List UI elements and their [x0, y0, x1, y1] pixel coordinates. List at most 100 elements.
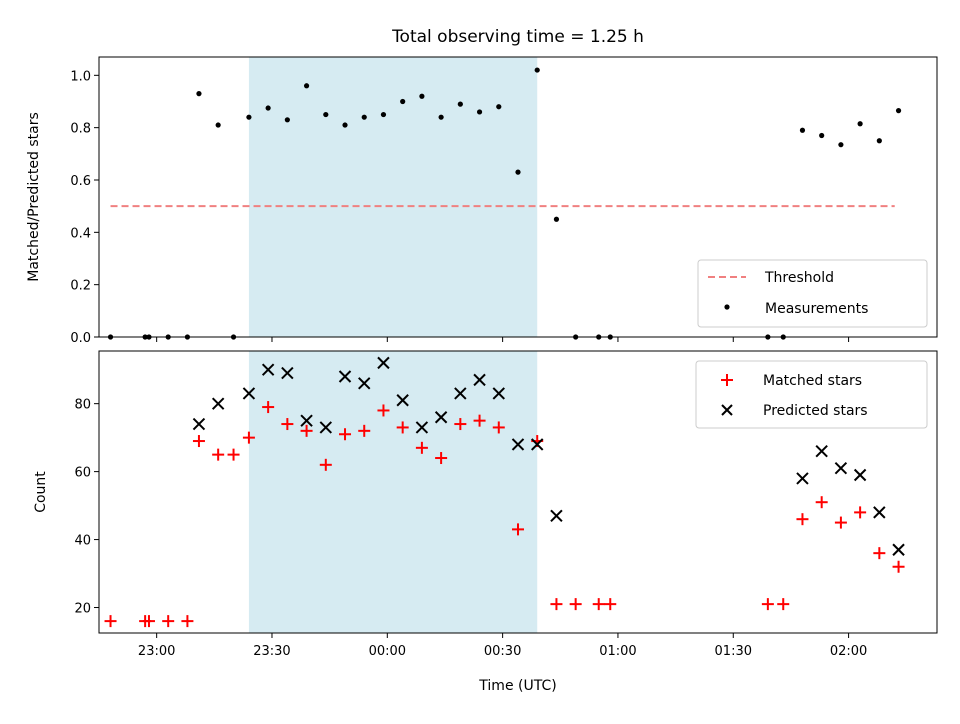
legend-predicted-swatch [721, 404, 733, 416]
predicted-star-point [892, 543, 905, 556]
top-panel: 0.0 0.2 0.4 0.6 0.8 1.0 Matched/Predicted sta… [26, 56, 938, 346]
measurement-point [496, 104, 502, 110]
x-tick-label: 23:30 [253, 644, 290, 659]
predicted-star-point [473, 373, 486, 387]
legend-matched-swatch [721, 374, 733, 386]
predicted-star-point [415, 421, 429, 434]
matched-star-point [834, 516, 847, 529]
measurement-point [876, 138, 882, 144]
matched-star-point [262, 401, 275, 414]
top-y-tick-label: 0.6 [70, 174, 91, 189]
matched-star-point [162, 615, 175, 628]
x-tick-label: 01:30 [715, 644, 752, 659]
matched-star-point [358, 424, 371, 437]
top-legend: Threshold Measurements [697, 259, 928, 328]
measurement-point [534, 67, 540, 73]
predicted-star-point [531, 438, 544, 451]
top-y-axis-label: Matched/Predicted stars [26, 112, 42, 282]
x-tick-label: 23:00 [138, 644, 175, 659]
measurement-point [553, 216, 560, 222]
measurement-point [438, 114, 444, 120]
matched-star-point [892, 560, 905, 573]
matched-star-point [512, 523, 524, 536]
bottom-y-tick-label: 80 [74, 398, 91, 413]
predicted-star-point [338, 370, 352, 383]
predicted-star-point [261, 363, 275, 376]
measurement-point [196, 91, 202, 97]
predicted-star-point [211, 397, 225, 410]
predicted-star-point [281, 366, 294, 380]
measurement-point [895, 108, 902, 114]
matched-star-point [142, 615, 155, 628]
matched-star-point [192, 435, 205, 448]
top-y-tick-label: 1.0 [70, 69, 91, 84]
predicted-star-point [192, 417, 206, 431]
matched-star-point [873, 547, 886, 560]
predicted-star-point [550, 509, 563, 522]
matched-star-point [319, 458, 332, 471]
predicted-star-point [796, 472, 809, 485]
matched-star-point [104, 615, 117, 628]
top-y-tick-label: 0.8 [70, 122, 91, 137]
matched-star-point [473, 414, 486, 427]
matched-star-point [242, 431, 255, 444]
top-legend-box [697, 259, 928, 328]
matched-star-point [212, 448, 225, 461]
bottom-x-ticks: 23:00 23:30 00:00 00:30 01:00 01:30 02:00 [138, 633, 867, 659]
measurement-point [303, 83, 310, 89]
matched-star-point [604, 598, 617, 611]
top-y-tick-label: 0.4 [70, 226, 91, 241]
predicted-star-point [834, 462, 848, 475]
matched-star-point [454, 418, 467, 431]
legend-measurements-swatch [724, 304, 730, 310]
matched-star-point [492, 421, 505, 434]
measurement-point [838, 142, 844, 148]
measurement-point [284, 117, 290, 123]
x-tick-label: 00:30 [484, 644, 521, 659]
top-x-ticks [156, 337, 850, 342]
measurement-point [400, 98, 406, 105]
measurement-point [361, 114, 367, 120]
matched-star-point [281, 418, 294, 431]
predicted-star-point [815, 445, 828, 458]
measurement-point [215, 122, 221, 128]
matched-star-point [339, 428, 352, 441]
measurement-point [515, 169, 521, 175]
matched-star-point [854, 506, 867, 519]
legend-predicted-label: Predicted stars [763, 403, 868, 419]
predicted-star-point [454, 387, 467, 400]
matched-star-point [569, 598, 582, 611]
bottom-y-axis-label: Count [33, 471, 49, 513]
top-y-ticks: 0.0 0.2 0.4 0.6 0.8 1.0 [70, 69, 99, 346]
legend-matched-label: Matched stars [763, 373, 862, 389]
matched-star-point [761, 598, 774, 611]
predicted-star-point [873, 506, 886, 519]
matched-star-point [550, 598, 563, 611]
top-marks [107, 67, 902, 340]
measurement-point [457, 101, 463, 107]
predicted-star-point [396, 394, 409, 407]
measurement-point [342, 122, 348, 128]
measurement-point [380, 111, 387, 118]
measurement-point [819, 132, 825, 139]
top-y-tick-label: 0.2 [70, 279, 91, 294]
matched-star-point [435, 452, 448, 465]
bottom-y-tick-label: 40 [74, 534, 91, 549]
bottom-legend-box [695, 360, 928, 429]
legend-threshold-label: Threshold [764, 270, 834, 286]
predicted-star-point [377, 356, 390, 370]
predicted-star-point [492, 387, 505, 400]
matched-star-point [300, 424, 313, 437]
matched-star-point [227, 448, 240, 461]
top-shaded-span [248, 57, 538, 337]
matched-star-point [592, 598, 605, 611]
matched-star-point [796, 513, 809, 526]
chart-title: Total observing time = 1.25 h [391, 27, 644, 47]
x-tick-label: 01:00 [599, 644, 636, 659]
bottom-y-ticks: 20 40 60 80 [74, 398, 99, 617]
matched-star-point [415, 441, 428, 454]
matched-star-point [377, 404, 390, 417]
measurement-point [476, 109, 483, 115]
matched-star-point [396, 421, 409, 434]
